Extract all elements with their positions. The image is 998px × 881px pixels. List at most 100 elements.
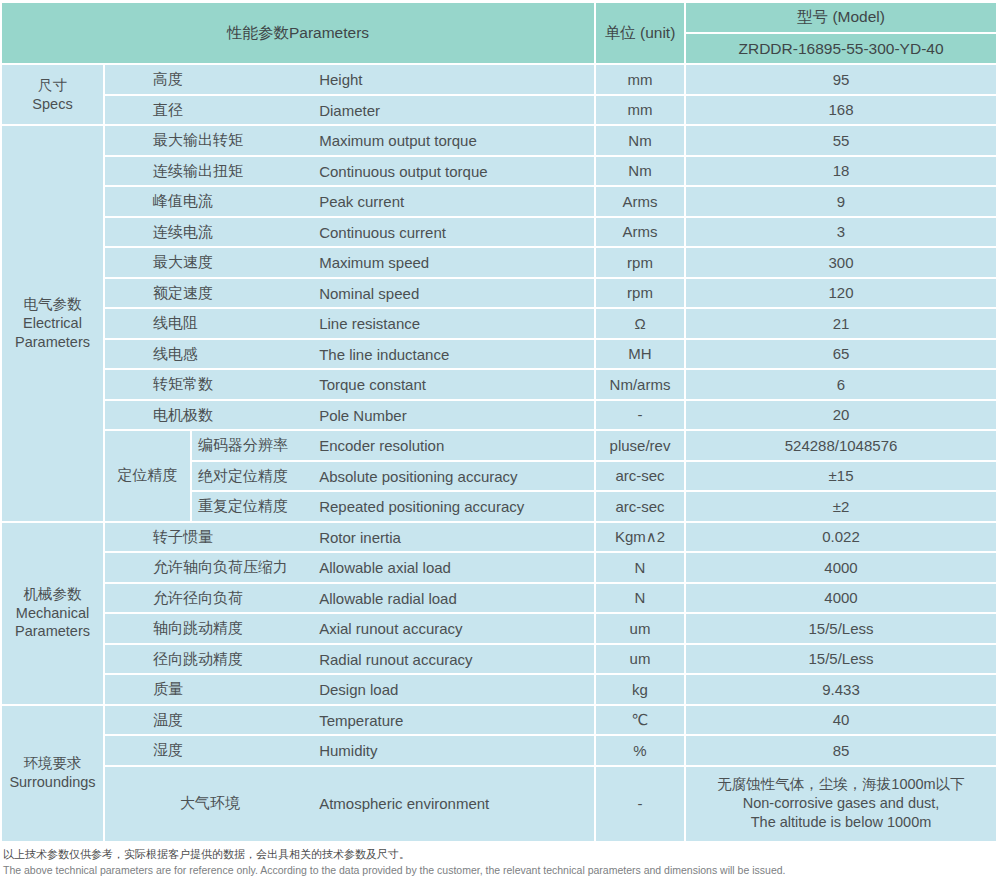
- table-row: 大气环境 Atmospheric environment - 无腐蚀性气体，尘埃…: [2, 767, 996, 841]
- header-model-value-cell: ZRDDR-16895-55-300-YD-40: [686, 34, 996, 63]
- param-label-zh: 最大速度: [153, 253, 315, 272]
- value-cell: 4000: [686, 553, 996, 582]
- param-label-en: Maximum output torque: [319, 132, 477, 149]
- value-cell: 65: [686, 340, 996, 369]
- value-cell: 21: [686, 309, 996, 338]
- value-cell: 3: [686, 218, 996, 247]
- param-label-zh: 电机极数: [153, 406, 315, 425]
- table-row: 定位精度 编码器分辨率 Encoder resolution pluse/rev…: [2, 431, 996, 460]
- param-label-en: Peak current: [319, 193, 404, 210]
- section-label-en: Electrical Parameters: [2, 314, 103, 351]
- spec-table: 性能参数Parameters 单位 (unit) 型号 (Model) ZRDD…: [0, 1, 998, 843]
- param-label-zh: 质量: [153, 680, 315, 699]
- table-row: 电气参数 Electrical Parameters 最大输出转矩 Maximu…: [2, 126, 996, 155]
- unit-cell: Nm: [596, 126, 684, 155]
- value-line: The altitude is below 1000m: [686, 813, 996, 832]
- section-label-zh: 机械参数: [2, 585, 103, 604]
- table-row: 连续输出扭矩 Continuous output torque Nm 18: [2, 157, 996, 186]
- param-label-zh: 连续电流: [153, 223, 315, 242]
- unit-cell: -: [596, 767, 684, 841]
- param-label-zh: 温度: [153, 711, 315, 730]
- param-label-en: Temperature: [319, 712, 403, 729]
- param-label-zh: 高度: [153, 70, 315, 89]
- param-label-cell: 允许径向负荷 Allowable radial load: [105, 584, 594, 613]
- value-cell: ±15: [686, 462, 996, 491]
- value-cell: 9.433: [686, 675, 996, 704]
- value-cell: ±2: [686, 492, 996, 521]
- header-parameters-cell: 性能参数Parameters: [2, 3, 594, 63]
- value-cell: 168: [686, 96, 996, 125]
- param-label-en: Allowable radial load: [319, 590, 457, 607]
- section-label-en: Mechanical Parameters: [2, 604, 103, 641]
- param-label-en: Rotor inertia: [319, 529, 401, 546]
- section-label-zh: 电气参数: [2, 295, 103, 314]
- value-line: Non-corrosive gases and dust,: [686, 794, 996, 813]
- table-row: 线电阻 Line resistance Ω 21: [2, 309, 996, 338]
- param-label-cell: 转子惯量 Rotor inertia: [105, 523, 594, 552]
- param-label-zh: 大气环境: [105, 794, 315, 813]
- value-line: 无腐蚀性气体，尘埃，海拔1000m以下: [686, 775, 996, 794]
- param-label-cell: 线电阻 Line resistance: [105, 309, 594, 338]
- param-label-cell: 最大速度 Maximum speed: [105, 248, 594, 277]
- param-label-cell: 线电感 The line inductance: [105, 340, 594, 369]
- table-row: 峰值电流 Peak current Arms 9: [2, 187, 996, 216]
- value-cell: 85: [686, 736, 996, 765]
- param-label-zh: 径向跳动精度: [153, 650, 315, 669]
- section-label-en: Surroundings: [2, 773, 103, 792]
- param-label-cell: 大气环境 Atmospheric environment: [105, 767, 594, 841]
- unit-cell: um: [596, 614, 684, 643]
- unit-cell: um: [596, 645, 684, 674]
- param-label-cell: 转矩常数 Torque constant: [105, 370, 594, 399]
- unit-cell: rpm: [596, 279, 684, 308]
- value-cell: 55: [686, 126, 996, 155]
- param-label-cell: 额定速度 Nominal speed: [105, 279, 594, 308]
- param-label-cell: 轴向跳动精度 Axial runout accuracy: [105, 614, 594, 643]
- table-row: 径向跳动精度 Radial runout accuracy um 15/5/Le…: [2, 645, 996, 674]
- param-label-en: Axial runout accuracy: [319, 620, 462, 637]
- param-label-en: Torque constant: [319, 376, 426, 393]
- table-row: 湿度 Humidity % 85: [2, 736, 996, 765]
- table-row: 允许轴向负荷压缩力 Allowable axial load N 4000: [2, 553, 996, 582]
- value-cell: 9: [686, 187, 996, 216]
- table-row: 直径 Diameter mm 168: [2, 96, 996, 125]
- param-label-en: Line resistance: [319, 315, 420, 332]
- param-label-en: Design load: [319, 681, 398, 698]
- param-label-en: The line inductance: [319, 346, 449, 363]
- unit-cell: Nm/arms: [596, 370, 684, 399]
- value-cell: 120: [686, 279, 996, 308]
- unit-cell: -: [596, 401, 684, 430]
- value-cell: 0.022: [686, 523, 996, 552]
- param-label-en: Continuous current: [319, 224, 446, 241]
- value-cell: 20: [686, 401, 996, 430]
- table-row: 质量 Design load kg 9.433: [2, 675, 996, 704]
- param-label-zh: 重复定位精度: [198, 497, 315, 516]
- table-row: 电机极数 Pole Number - 20: [2, 401, 996, 430]
- unit-cell: ℃: [596, 706, 684, 735]
- param-label-en: Radial runout accuracy: [319, 651, 472, 668]
- param-label-cell: 质量 Design load: [105, 675, 594, 704]
- footnote: 以上技术参数仅供参考，实际根据客户提供的数据，会出具相关的技术参数及尺寸。 Th…: [3, 847, 998, 876]
- param-label-zh: 轴向跳动精度: [153, 619, 315, 638]
- value-cell: 4000: [686, 584, 996, 613]
- param-label-en: Pole Number: [319, 407, 407, 424]
- value-cell: 15/5/Less: [686, 645, 996, 674]
- unit-cell: Arms: [596, 218, 684, 247]
- unit-cell: Ω: [596, 309, 684, 338]
- unit-cell: pluse/rev: [596, 431, 684, 460]
- value-cell: 6: [686, 370, 996, 399]
- unit-cell: Kgm∧2: [596, 523, 684, 552]
- param-label-cell: 径向跳动精度 Radial runout accuracy: [105, 645, 594, 674]
- param-label-cell: 绝对定位精度 Absolute positioning accuracy: [192, 462, 594, 491]
- param-label-cell: 峰值电流 Peak current: [105, 187, 594, 216]
- table-row: 线电感 The line inductance MH 65: [2, 340, 996, 369]
- unit-cell: mm: [596, 96, 684, 125]
- unit-cell: arc-sec: [596, 462, 684, 491]
- table-row: 额定速度 Nominal speed rpm 120: [2, 279, 996, 308]
- value-cell: 18: [686, 157, 996, 186]
- param-label-zh: 连续输出扭矩: [153, 162, 315, 181]
- unit-cell: Nm: [596, 157, 684, 186]
- param-label-cell: 温度 Temperature: [105, 706, 594, 735]
- param-label-en: Maximum speed: [319, 254, 429, 271]
- param-label-en: Absolute positioning accuracy: [319, 468, 517, 485]
- param-label-zh: 额定速度: [153, 284, 315, 303]
